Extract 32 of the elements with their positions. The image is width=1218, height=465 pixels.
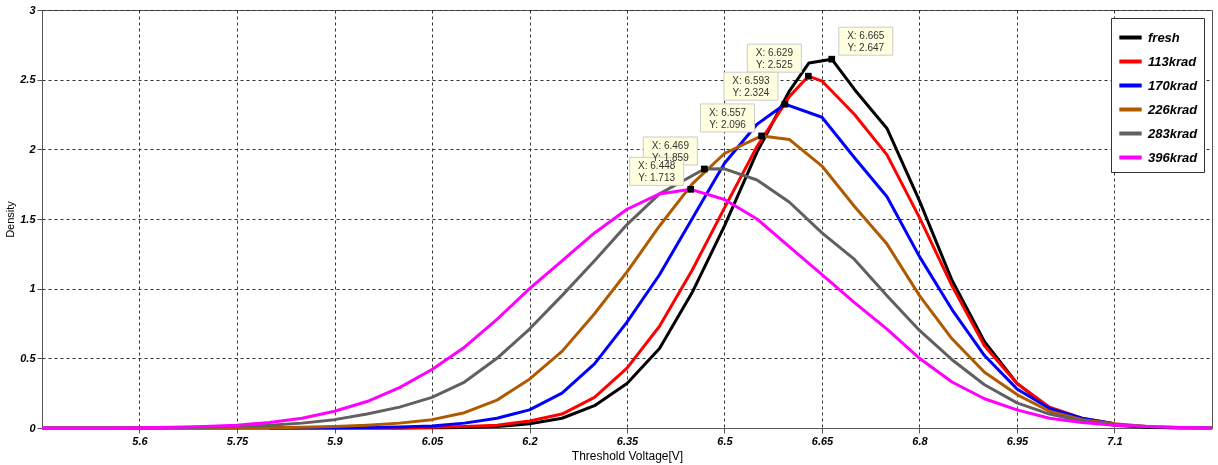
y-tick-label: 0: [29, 421, 37, 434]
y-tick-label: 1.5: [20, 212, 37, 225]
annotation: X: 6.557 Y: 2.096: [708, 106, 747, 130]
x-tick-label: 6.65: [811, 434, 835, 447]
legend-label: 113krad: [1148, 53, 1198, 69]
y-tick-label: 2.5: [19, 73, 37, 86]
annotation: X: 6.665 Y: 2.647: [847, 30, 885, 54]
x-axis-title: Threshold Voltage[V]: [571, 448, 684, 463]
y-tick-label: 2: [28, 142, 36, 155]
x-tick-label: 7.1: [1107, 434, 1123, 447]
legend-label: 226krad: [1147, 101, 1199, 117]
x-tick-label: 6.8: [912, 434, 929, 447]
y-tick-label: 0.5: [20, 351, 37, 364]
x-tick-label: 5.75: [226, 434, 250, 447]
x-tick-label: 6.2: [522, 434, 538, 447]
y-axis-title: Density: [4, 200, 17, 238]
legend-label: 170krad: [1148, 77, 1199, 93]
x-tick-label: 5.6: [132, 434, 149, 447]
legend-label: 396krad: [1148, 149, 1199, 165]
x-tick-label: 6.5: [717, 434, 734, 447]
legend-label: fresh: [1148, 29, 1180, 45]
x-tick-label: 5.9: [327, 434, 344, 447]
x-tick-label: 6.05: [421, 434, 445, 447]
y-tick-label: 1: [29, 282, 36, 295]
annotation: X: 6.448 Y: 1.713: [638, 160, 676, 184]
x-tick-label: 6.95: [1006, 434, 1030, 447]
annotation: X: 6.593 Y: 2.324: [732, 75, 771, 99]
annotation: X: 6.629 Y: 2.525: [755, 47, 794, 71]
y-tick-label: 3: [29, 3, 36, 16]
point: [828, 55, 836, 63]
legend-label: 283krad: [1147, 125, 1199, 141]
x-tick-label: 6.35: [616, 434, 640, 447]
